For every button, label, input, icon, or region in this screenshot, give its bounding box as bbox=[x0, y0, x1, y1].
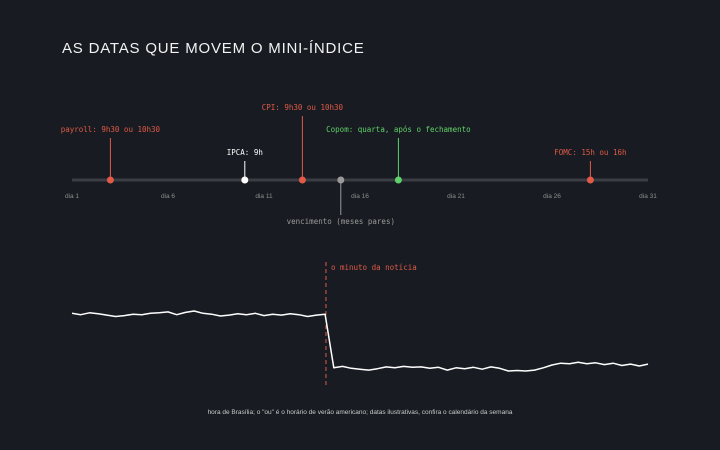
event-ipca: IPCA: 9h bbox=[227, 148, 263, 184]
day-label: dia 26 bbox=[543, 193, 561, 200]
event-payroll: payroll: 9h30 ou 10h30 bbox=[61, 125, 161, 184]
event-copom: Copom: quarta, após o fechamento bbox=[326, 125, 471, 184]
event-label: IPCA: 9h bbox=[227, 148, 263, 157]
page-title: AS DATAS QUE MOVEM O MINI-ÍNDICE bbox=[62, 40, 365, 57]
day-label: dia 1 bbox=[65, 193, 79, 200]
event-dot bbox=[394, 176, 402, 184]
day-label: dia 6 bbox=[161, 193, 175, 200]
event-marker-label: o minuto da notícia bbox=[331, 263, 417, 272]
event-fomc: FOMC: 15h ou 16h bbox=[554, 148, 627, 184]
day-label: dia 21 bbox=[447, 193, 465, 200]
event-dot bbox=[106, 176, 114, 184]
event-dot bbox=[337, 176, 345, 184]
price-chart: o minuto da notícia bbox=[71, 262, 649, 385]
event-label: vencimento (meses pares) bbox=[287, 217, 395, 226]
event-dot bbox=[298, 176, 306, 184]
day-label: dia 11 bbox=[255, 193, 273, 200]
event-dot bbox=[586, 176, 594, 184]
event-label: CPI: 9h30 ou 10h30 bbox=[262, 103, 344, 112]
event-label: FOMC: 15h ou 16h bbox=[554, 148, 626, 157]
price-line bbox=[71, 310, 649, 372]
event-label: Copom: quarta, após o fechamento bbox=[326, 125, 471, 134]
day-labels: dia 1 dia 6 dia 11 dia 16 dia 21 dia 26 dia 31 bbox=[65, 193, 657, 200]
event-cpi: CPI: 9h30 ou 10h30 bbox=[262, 103, 344, 184]
event-label: payroll: 9h30 ou 10h30 bbox=[61, 125, 161, 134]
event-vencimento: vencimento (meses pares) bbox=[287, 176, 395, 226]
event-dot bbox=[241, 176, 249, 184]
timeline-events: payroll: 9h30 ou 10h30 IPCA: 9h CPI: 9h30 … bbox=[61, 103, 627, 226]
day-label: dia 16 bbox=[351, 193, 369, 200]
day-label: dia 31 bbox=[639, 193, 657, 200]
footnote: hora de Brasília; o "ou" é o horário de … bbox=[207, 409, 513, 416]
